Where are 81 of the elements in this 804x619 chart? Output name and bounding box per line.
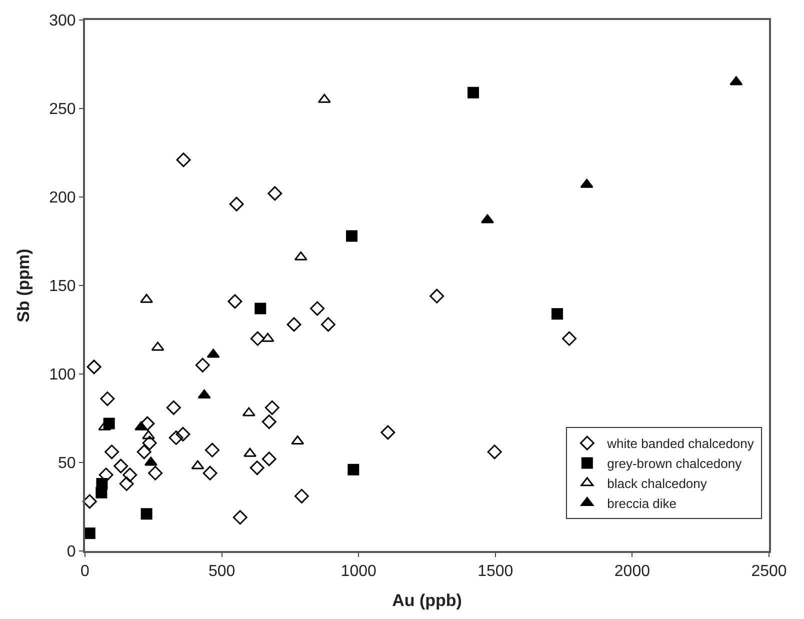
x-tick-label: 500 [208, 563, 236, 580]
x-tick-label: 1500 [478, 563, 514, 580]
point [148, 466, 163, 480]
point [98, 421, 112, 430]
point [166, 400, 181, 415]
point [82, 494, 97, 509]
point [250, 460, 264, 476]
point [168, 430, 184, 445]
point [232, 510, 248, 525]
point [151, 342, 164, 351]
point [100, 392, 115, 406]
point [254, 302, 266, 314]
point [114, 458, 128, 474]
point [136, 444, 152, 460]
point [294, 251, 308, 260]
point [144, 456, 158, 466]
point [380, 425, 396, 440]
point [261, 332, 274, 342]
point [467, 86, 479, 98]
point [140, 508, 152, 520]
point [176, 152, 191, 168]
point [96, 486, 108, 498]
point [291, 436, 304, 445]
x-tick-label: 2500 [751, 563, 787, 580]
y-tick-label: 50 [58, 455, 76, 472]
point [348, 464, 360, 476]
point [142, 430, 155, 440]
point [98, 468, 114, 482]
point [195, 358, 210, 372]
point [318, 94, 331, 103]
point [229, 196, 244, 212]
point [84, 528, 96, 540]
x-tick-label: 2000 [614, 563, 650, 580]
point [562, 331, 577, 346]
point [262, 452, 276, 466]
point [202, 466, 218, 480]
point [310, 301, 325, 316]
point [228, 294, 242, 309]
point [320, 317, 336, 332]
legend-label: white banded chalcedony [606, 436, 754, 452]
y-tick-label: 300 [49, 12, 76, 30]
point [140, 416, 155, 431]
point [294, 488, 309, 504]
point [176, 426, 190, 442]
point [191, 460, 204, 470]
point [262, 414, 276, 430]
x-axis-title: Au (ppb) [392, 591, 462, 610]
point [346, 230, 358, 242]
legend-label: black chalcedony [607, 476, 708, 491]
legend-label: breccia dike [607, 496, 677, 511]
point [264, 400, 280, 415]
y-tick-label: 100 [49, 366, 76, 384]
point [119, 476, 134, 491]
point [487, 444, 502, 460]
y-tick-label: 200 [49, 190, 76, 207]
point [730, 76, 743, 86]
x-tick-label: 0 [80, 563, 90, 580]
point [86, 360, 102, 374]
point [250, 331, 265, 346]
y-tick-label: 250 [49, 101, 76, 118]
point [430, 288, 444, 304]
y-tick-label: 150 [49, 278, 76, 296]
legend-label: grey-brown chalcedony [607, 456, 742, 472]
point [268, 186, 282, 201]
point [198, 389, 211, 398]
point [122, 468, 138, 482]
point [480, 214, 494, 224]
x-tick-label: 1000 [340, 563, 376, 580]
point [142, 436, 157, 450]
point [243, 448, 256, 457]
point [134, 421, 148, 430]
y-axis-title: Sb (ppm) [14, 248, 34, 322]
point [140, 294, 154, 303]
y-tick-label: 0 [66, 544, 76, 561]
point [580, 178, 594, 188]
point [242, 407, 256, 416]
point [204, 442, 220, 458]
point [104, 444, 120, 460]
point [286, 317, 302, 332]
point [206, 348, 220, 358]
point [551, 308, 563, 320]
